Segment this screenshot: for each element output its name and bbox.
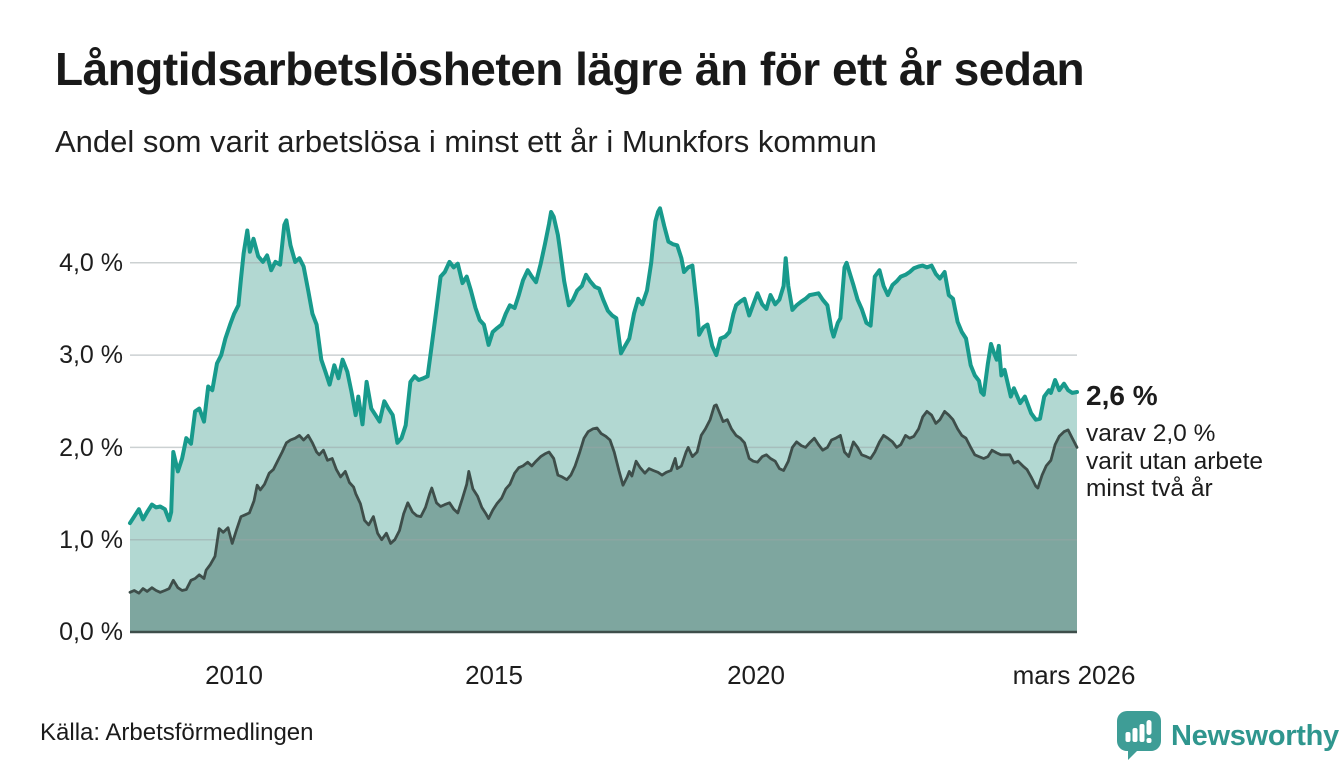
x-tick-label-2010: 2010 <box>205 660 263 690</box>
latest-value-annotation: 2,6 % varav 2,0 % varit utan arbete mins… <box>1086 380 1336 503</box>
x-tick-label-2015: 2015 <box>465 660 523 690</box>
page-title: Långtidsarbetslösheten lägre än för ett … <box>55 43 1085 95</box>
series-line-0 <box>128 206 1079 526</box>
series-line-1 <box>128 403 1079 595</box>
annotation-line-2: varit utan arbete <box>1086 447 1264 475</box>
newsworthy-logo[interactable]: Newsworthy <box>1117 711 1339 761</box>
y-tick-label-4: 4,0 % <box>59 249 123 277</box>
brand-name: Newsworthy <box>1171 719 1339 752</box>
y-tick-label-0: 0,0 % <box>59 618 123 646</box>
series-area-1 <box>130 404 1077 632</box>
y-tick-label-3: 3,0 % <box>59 341 123 369</box>
x-tick-label-mars-2026: mars 2026 <box>1012 660 1136 690</box>
latest-value: 2,6 % <box>1086 380 1158 411</box>
x-tick-label-2020: 2020 <box>727 660 785 690</box>
gridlines <box>130 262 1077 541</box>
annotation-line-1: varav 2,0 % <box>1086 420 1216 447</box>
bar-chart-bubble-icon <box>1117 711 1161 760</box>
source-note: Källa: Arbetsförmedlingen <box>40 719 314 746</box>
y-tick-label-1: 1,0 % <box>59 526 123 554</box>
y-tick-label-2: 2,0 % <box>59 434 123 462</box>
annotation-line-3: minst två år <box>1086 475 1213 502</box>
chart-subtitle: Andel som varit arbetslösa i minst ett å… <box>55 124 877 159</box>
